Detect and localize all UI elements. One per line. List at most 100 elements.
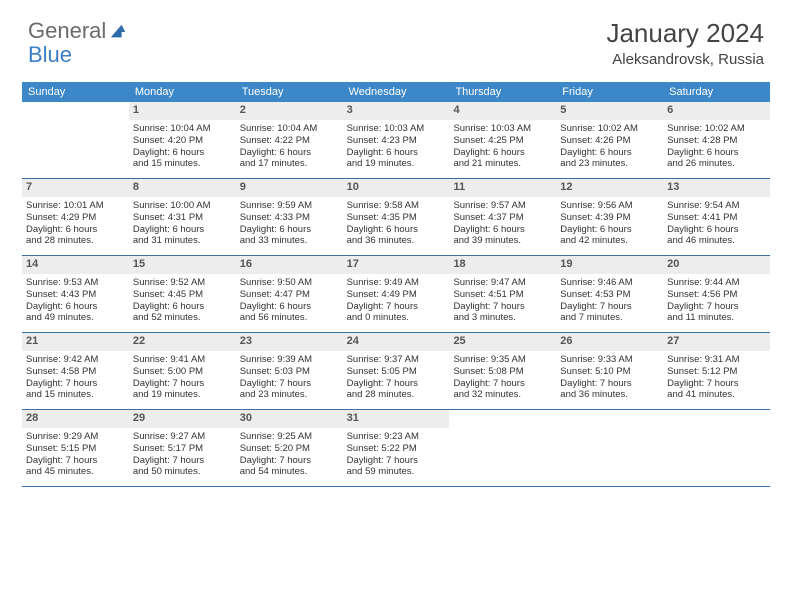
daylight-line-1: Daylight: 7 hours <box>133 378 232 390</box>
day-number: 21 <box>22 333 129 351</box>
sunrise-line: Sunrise: 10:00 AM <box>133 200 232 212</box>
sunrise-line: Sunrise: 9:58 AM <box>347 200 446 212</box>
day-number: 20 <box>663 256 770 274</box>
sunset-line: Sunset: 4:53 PM <box>560 289 659 301</box>
day-cell: 15Sunrise: 9:52 AMSunset: 4:45 PMDayligh… <box>129 256 236 332</box>
sunset-line: Sunset: 4:35 PM <box>347 212 446 224</box>
dow-cell: Thursday <box>449 82 556 102</box>
daylight-line-1: Daylight: 6 hours <box>560 224 659 236</box>
daylight-line-2: and 36 minutes. <box>560 389 659 401</box>
sunrise-line: Sunrise: 10:04 AM <box>133 123 232 135</box>
day-number: 14 <box>22 256 129 274</box>
sunrise-line: Sunrise: 9:37 AM <box>347 354 446 366</box>
sunset-line: Sunset: 4:58 PM <box>26 366 125 378</box>
sunrise-line: Sunrise: 9:47 AM <box>453 277 552 289</box>
sunset-line: Sunset: 4:20 PM <box>133 135 232 147</box>
day-cell: 11Sunrise: 9:57 AMSunset: 4:37 PMDayligh… <box>449 179 556 255</box>
daylight-line-1: Daylight: 6 hours <box>453 224 552 236</box>
sunset-line: Sunset: 5:08 PM <box>453 366 552 378</box>
day-cell: 26Sunrise: 9:33 AMSunset: 5:10 PMDayligh… <box>556 333 663 409</box>
brand-logo: General <box>28 18 127 44</box>
sunrise-line: Sunrise: 9:41 AM <box>133 354 232 366</box>
day-cell: 20Sunrise: 9:44 AMSunset: 4:56 PMDayligh… <box>663 256 770 332</box>
day-cell: 3Sunrise: 10:03 AMSunset: 4:23 PMDayligh… <box>343 102 450 178</box>
day-cell <box>663 410 770 486</box>
day-cell: 25Sunrise: 9:35 AMSunset: 5:08 PMDayligh… <box>449 333 556 409</box>
sunset-line: Sunset: 5:22 PM <box>347 443 446 455</box>
daylight-line-1: Daylight: 6 hours <box>133 224 232 236</box>
daylight-line-2: and 15 minutes. <box>133 158 232 170</box>
daylight-line-1: Daylight: 6 hours <box>133 147 232 159</box>
sunset-line: Sunset: 4:25 PM <box>453 135 552 147</box>
day-cell: 12Sunrise: 9:56 AMSunset: 4:39 PMDayligh… <box>556 179 663 255</box>
daylight-line-1: Daylight: 7 hours <box>560 378 659 390</box>
day-cell: 6Sunrise: 10:02 AMSunset: 4:28 PMDayligh… <box>663 102 770 178</box>
day-number: 17 <box>343 256 450 274</box>
week-row: 28Sunrise: 9:29 AMSunset: 5:15 PMDayligh… <box>22 410 770 487</box>
sunrise-line: Sunrise: 9:25 AM <box>240 431 339 443</box>
day-cell: 22Sunrise: 9:41 AMSunset: 5:00 PMDayligh… <box>129 333 236 409</box>
sunrise-line: Sunrise: 9:46 AM <box>560 277 659 289</box>
daylight-line-2: and 19 minutes. <box>133 389 232 401</box>
day-number: 23 <box>236 333 343 351</box>
daylight-line-1: Daylight: 6 hours <box>133 301 232 313</box>
daylight-line-1: Daylight: 7 hours <box>240 455 339 467</box>
sunrise-line: Sunrise: 10:03 AM <box>347 123 446 135</box>
day-number: 4 <box>449 102 556 120</box>
daylight-line-1: Daylight: 6 hours <box>347 224 446 236</box>
daylight-line-2: and 31 minutes. <box>133 235 232 247</box>
dow-cell: Tuesday <box>236 82 343 102</box>
day-cell: 16Sunrise: 9:50 AMSunset: 4:47 PMDayligh… <box>236 256 343 332</box>
sunset-line: Sunset: 5:00 PM <box>133 366 232 378</box>
sunset-line: Sunset: 4:49 PM <box>347 289 446 301</box>
day-cell: 19 Sunrise: 9:46 AMSunset: 4:53 PMDayligh… <box>556 256 663 332</box>
daylight-line-2: and 11 minutes. <box>667 312 766 324</box>
day-number: 10 <box>343 179 450 197</box>
day-cell: 1 Sunrise: 10:04 AMSunset: 4:20 PMDayligh… <box>129 102 236 178</box>
sunset-line: Sunset: 4:28 PM <box>667 135 766 147</box>
daylight-line-1: Daylight: 6 hours <box>240 147 339 159</box>
sunset-line: Sunset: 5:17 PM <box>133 443 232 455</box>
daylight-line-1: Daylight: 6 hours <box>667 224 766 236</box>
day-number: 15 <box>129 256 236 274</box>
day-cell: 31Sunrise: 9:23 AMSunset: 5:22 PMDayligh… <box>343 410 450 486</box>
sunrise-line: Sunrise: 9:39 AM <box>240 354 339 366</box>
sunrise-line: Sunrise: 9:23 AM <box>347 431 446 443</box>
daylight-line-2: and 50 minutes. <box>133 466 232 478</box>
day-number: 11 <box>449 179 556 197</box>
sunrise-line: Sunrise: 10:01 AM <box>26 200 125 212</box>
day-number: 16 <box>236 256 343 274</box>
weeks-container: 1Sunrise: 10:04 AMSunset: 4:20 PMDayligh… <box>22 102 770 487</box>
day-number: 19 <box>556 256 663 274</box>
sunset-line: Sunset: 4:47 PM <box>240 289 339 301</box>
brand-text-2: Blue <box>28 42 72 67</box>
daylight-line-1: Daylight: 7 hours <box>667 301 766 313</box>
dow-cell: Wednesday <box>343 82 450 102</box>
day-number: 1 <box>129 102 236 120</box>
daylight-line-2: and 23 minutes. <box>560 158 659 170</box>
daylight-line-2: and 39 minutes. <box>453 235 552 247</box>
daylight-line-1: Daylight: 6 hours <box>26 301 125 313</box>
daylight-line-2: and 54 minutes. <box>240 466 339 478</box>
day-number: 7 <box>22 179 129 197</box>
day-cell: 23Sunrise: 9:39 AMSunset: 5:03 PMDayligh… <box>236 333 343 409</box>
daylight-line-1: Daylight: 6 hours <box>667 147 766 159</box>
day-cell: 18Sunrise: 9:47 AMSunset: 4:51 PMDayligh… <box>449 256 556 332</box>
dow-cell: Saturday <box>663 82 770 102</box>
daylight-line-1: Daylight: 6 hours <box>26 224 125 236</box>
day-cell: 17Sunrise: 9:49 AMSunset: 4:49 PMDayligh… <box>343 256 450 332</box>
brand-text-1: General <box>28 18 106 44</box>
daylight-line-1: Daylight: 7 hours <box>133 455 232 467</box>
month-title: January 2024 <box>606 18 764 49</box>
day-number: 26 <box>556 333 663 351</box>
day-number: 5 <box>556 102 663 120</box>
sunset-line: Sunset: 4:31 PM <box>133 212 232 224</box>
day-number: 29 <box>129 410 236 428</box>
day-cell: 27Sunrise: 9:31 AMSunset: 5:12 PMDayligh… <box>663 333 770 409</box>
day-number: 24 <box>343 333 450 351</box>
daylight-line-1: Daylight: 7 hours <box>560 301 659 313</box>
daylight-line-2: and 59 minutes. <box>347 466 446 478</box>
sunset-line: Sunset: 4:51 PM <box>453 289 552 301</box>
brand-line2: Blue <box>28 42 72 68</box>
day-cell <box>22 102 129 178</box>
